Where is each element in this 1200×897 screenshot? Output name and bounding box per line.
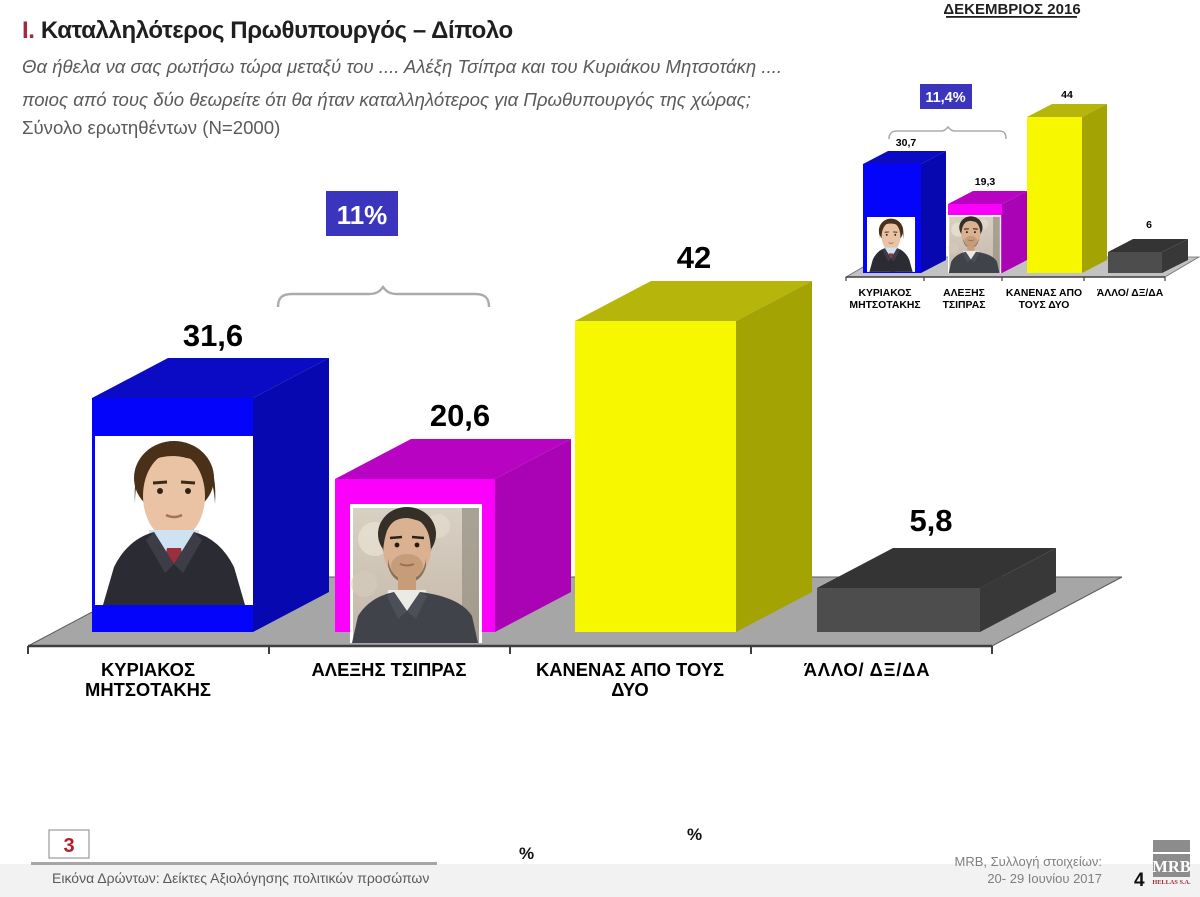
svg-text:20,6: 20,6	[430, 398, 490, 433]
svg-text:ΜΗΤΣΟΤΑΚΗΣ: ΜΗΤΣΟΤΑΚΗΣ	[85, 679, 211, 700]
svg-text:3: 3	[63, 835, 74, 857]
svg-text:ΤΟΥΣ ΔΥΟ: ΤΟΥΣ ΔΥΟ	[1019, 300, 1070, 311]
svg-text:31,6: 31,6	[183, 318, 243, 353]
svg-text:ΆΛΛΟ/ ΔΞ/ΔΑ: ΆΛΛΟ/ ΔΞ/ΔΑ	[1097, 288, 1164, 299]
svg-text:Σύνολο ερωτηθέντων (N=2000): Σύνολο ερωτηθέντων (N=2000)	[22, 117, 280, 138]
svg-text:5,8: 5,8	[909, 503, 952, 538]
svg-text:4: 4	[1134, 870, 1145, 891]
svg-text:30,7: 30,7	[896, 137, 917, 149]
svg-text:ΚΥΡΙΑΚΟΣ: ΚΥΡΙΑΚΟΣ	[858, 288, 911, 299]
svg-text:ΤΣΙΠΡΑΣ: ΤΣΙΠΡΑΣ	[943, 300, 986, 311]
svg-text:MRB: MRB	[1152, 857, 1191, 876]
svg-text:ΜΗΤΣΟΤΑΚΗΣ: ΜΗΤΣΟΤΑΚΗΣ	[849, 300, 920, 311]
svg-text:11%: 11%	[337, 200, 388, 230]
svg-text:ΔΕΚΕΜΒΡΙΟΣ 2016: ΔΕΚΕΜΒΡΙΟΣ 2016	[943, 1, 1080, 18]
svg-text:ΆΛΛΟ/ ΔΞ/ΔΑ: ΆΛΛΟ/ ΔΞ/ΔΑ	[804, 659, 931, 680]
svg-text:Ι. Καταλληλότερος Πρωθυπουργός: Ι. Καταλληλότερος Πρωθυπουργός – Δίπολο	[22, 17, 513, 44]
svg-text:6: 6	[1146, 219, 1152, 231]
svg-text:44: 44	[1061, 89, 1073, 101]
svg-text:ΑΛΕΞΗΣ ΤΣΙΠΡΑΣ: ΑΛΕΞΗΣ ΤΣΙΠΡΑΣ	[312, 659, 467, 680]
svg-text:ΚΑΝΕΝΑΣ ΑΠΟ: ΚΑΝΕΝΑΣ ΑΠΟ	[1006, 288, 1082, 299]
svg-text:Εικόνα Δρώντων: Δείκτες Αξιολό: Εικόνα Δρώντων: Δείκτες Αξιολόγησης πολι…	[52, 870, 429, 886]
svg-text:19,3: 19,3	[975, 176, 996, 188]
svg-text:ΚΥΡΙΑΚΟΣ: ΚΥΡΙΑΚΟΣ	[101, 659, 195, 680]
svg-text:MRB, Συλλογή στοιχείων:: MRB, Συλλογή στοιχείων:	[955, 854, 1103, 869]
svg-text:ΑΛΕΞΗΣ: ΑΛΕΞΗΣ	[943, 288, 985, 299]
svg-text:%: %	[687, 825, 702, 844]
svg-text:ΔΥΟ: ΔΥΟ	[611, 679, 648, 700]
svg-text:11,4%: 11,4%	[925, 90, 965, 106]
svg-text:ποιος από τους δύο θεωρείτε ότ: ποιος από τους δύο θεωρείτε ότι θα ήταν …	[22, 89, 751, 110]
svg-text:ΚΑΝΕΝΑΣ ΑΠΟ ΤΟΥΣ: ΚΑΝΕΝΑΣ ΑΠΟ ΤΟΥΣ	[536, 659, 724, 680]
svg-text:HELLAS S.A.: HELLAS S.A.	[1152, 879, 1191, 886]
svg-text:20- 29 Ιουνίου 2017: 20- 29 Ιουνίου 2017	[987, 871, 1102, 886]
svg-text:42: 42	[677, 240, 711, 275]
svg-text:Θα ήθελα να σας ρωτήσω τώρα με: Θα ήθελα να σας ρωτήσω τώρα μεταξύ του .…	[22, 56, 782, 77]
svg-text:%: %	[519, 844, 534, 863]
